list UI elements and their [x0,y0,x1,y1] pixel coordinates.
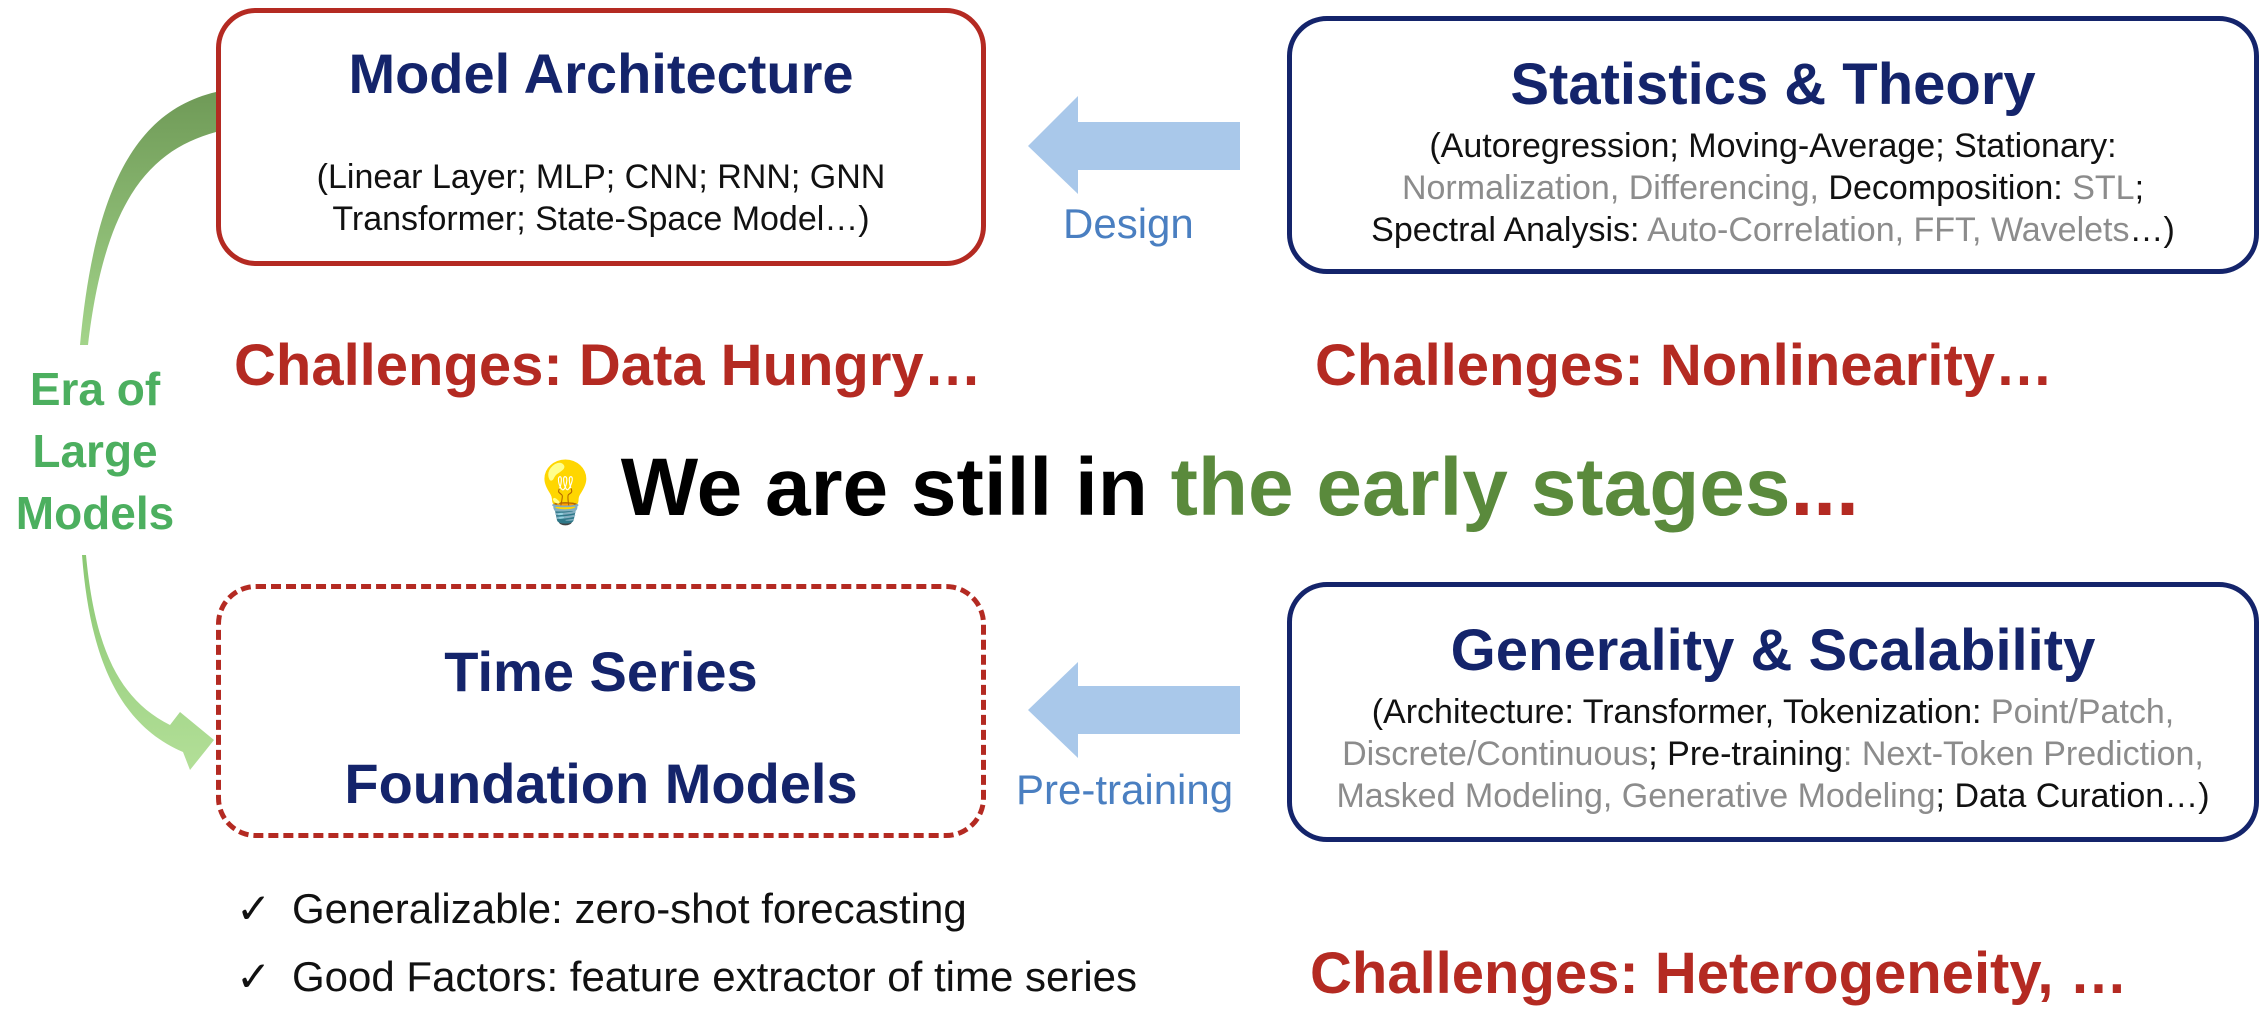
generality-scalability-body: (Architecture: Transformer, Tokenization… [1292,691,2254,817]
model-architecture-body: (Linear Layer; MLP; CNN; RNN; GNN Transf… [221,156,981,240]
generality-line3: Masked Modeling, Generative Modeling; Da… [1292,775,2254,817]
generality-line1-patch: Point/Patch, [1990,693,2175,731]
generality-line2-pretraining: ; Pre-training [1648,735,1843,773]
era-label-line2: Large [32,425,158,477]
statistics-theory-line2-decomp: Decomposition: [1818,169,2073,207]
generality-line1-arch: (Architecture: Transformer, Tokenization… [1371,693,1991,731]
generality-line3-modeling: Masked Modeling, Generative Modeling [1336,777,1936,815]
foundation-models-box: Time Series Foundation Models [216,584,986,838]
era-curve-upper [80,92,216,345]
era-of-large-models-label: Era of Large Models [0,358,190,544]
model-architecture-title: Model Architecture [348,42,854,105]
model-architecture-box: Model Architecture (Linear Layer; MLP; C… [216,8,986,266]
design-label: Design [1063,200,1194,247]
generality-line1: (Architecture: Transformer, Tokenization… [1292,691,2254,733]
headline: 💡 We are still in the early stages... [528,440,1859,541]
statistics-theory-line3: Spectral Analysis: Auto-Correlation, FFT… [1292,209,2254,251]
benefit-text: Generalizable: zero-shot forecasting [292,885,967,932]
statistics-theory-line2-stl: STL [2072,169,2135,207]
lightbulb-icon: 💡 [528,459,603,527]
generality-line2-discrete: Discrete/Continuous [1342,735,1649,773]
statistics-theory-line1: (Autoregression; Moving-Average; Station… [1429,127,2117,165]
benefit-text: Good Factors: feature extractor of time … [292,953,1138,1000]
benefit-item-good-factors: ✓ Good Factors: feature extractor of time… [236,952,1137,1001]
statistics-theory-title: Statistics & Theory [1510,52,2036,117]
benefit-item-generalizable: ✓ Generalizable: zero-shot forecasting [236,884,967,933]
design-arrow-icon [1028,96,1240,194]
generality-line3-curation: ; Data Curation…) [1935,777,2210,815]
headline-ellipsis: ... [1790,442,1859,533]
headline-highlight: the early stages [1170,442,1791,533]
checkmark-icon: ✓ [236,885,272,932]
era-label-line1: Era of [29,363,161,415]
era-label-line3: Models [15,487,175,539]
pretraining-label: Pre-training [1016,766,1234,813]
checkmark-icon: ✓ [236,953,272,1000]
statistics-theory-line3-spectral: Spectral Analysis: [1371,211,1648,249]
foundation-models-title-line1: Time Series [444,640,758,703]
statistics-theory-line2-gray: Normalization, Differencing, [1401,169,1819,207]
statistics-theory-line2-end: ; [2134,169,2145,207]
model-architecture-line2: Transformer; State-Space Model…) [332,200,870,238]
statistics-theory-line3-methods: Auto-Correlation, FFT, Wavelets [1647,211,2130,249]
statistics-theory-line3-end: …) [2129,211,2175,249]
model-architecture-line1: (Linear Layer; MLP; CNN; RNN; GNN [316,158,886,196]
pretraining-arrow-icon [1028,662,1240,758]
generality-scalability-title: Generality & Scalability [1450,618,2096,683]
challenge-data-hungry: Challenges: Data Hungry… [234,333,982,398]
challenge-nonlinearity: Challenges: Nonlinearity… [1315,333,2054,398]
foundation-models-title-line2: Foundation Models [344,752,858,815]
generality-line2: Discrete/Continuous; Pre-training: Next-… [1292,733,2254,775]
statistics-theory-body: (Autoregression; Moving-Average; Station… [1292,125,2254,251]
statistics-theory-line2: Normalization, Differencing, Decompositi… [1292,167,2254,209]
statistics-theory-box: Statistics & Theory (Autoregression; Mov… [1287,16,2259,274]
generality-line2-ntp: : Next-Token Prediction, [1842,735,2204,773]
challenge-heterogeneity: Challenges: Heterogeneity, … [1310,941,2128,1006]
era-curve-lower [82,555,214,770]
headline-part1: We are still in [620,442,1171,533]
generality-scalability-box: Generality & Scalability (Architecture: … [1287,582,2259,842]
